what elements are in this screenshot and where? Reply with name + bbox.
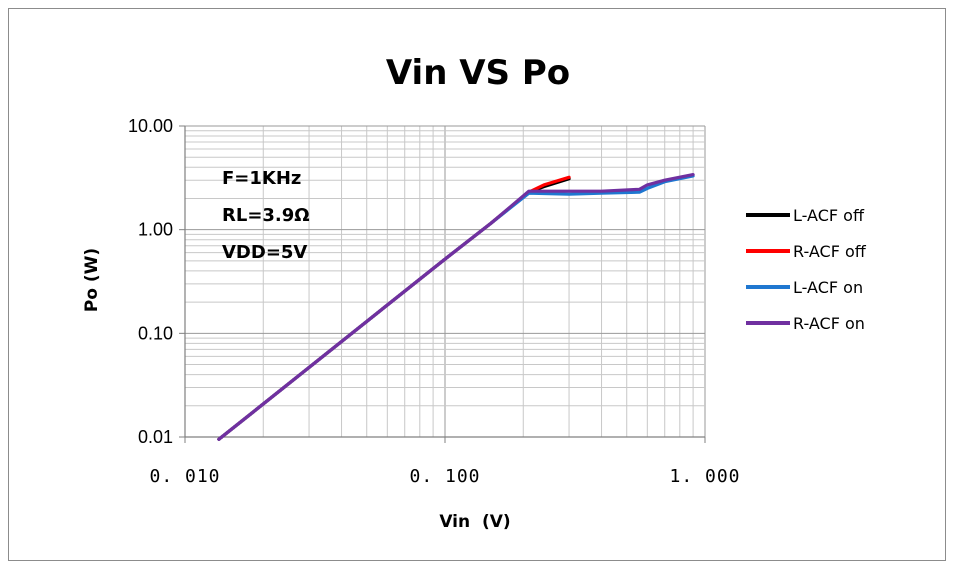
x-tick-label: 0. 100 [409,466,480,487]
plot-grid [179,125,706,443]
y-tick-labels: 0.01 0.10 1.00 10.00 [128,116,173,447]
y-tick-label: 0.10 [138,323,173,343]
series-lines [217,173,695,441]
legend: L-ACF off R-ACF off L-ACF on R-ACF on [746,206,867,333]
x-tick-label: 0. 010 [149,466,220,487]
y-tick-label: 0.01 [138,427,173,447]
legend-label-4: R-ACF on [793,314,865,333]
annotation-1: F=1KHz [222,168,301,189]
x-tick-label: 1. 000 [669,466,740,487]
series-line-4 [217,173,695,441]
annotation-3: VDD=5V [222,242,307,263]
legend-label-3: L-ACF on [793,278,863,297]
x-tick-labels: 0. 010 0. 100 1. 000 [149,466,740,487]
chart-title: Vin VS Po [386,53,570,93]
y-tick-label: 1.00 [138,220,173,240]
y-axis-label: Po (W) [82,248,102,312]
annotation-2: RL=3.9Ω [222,205,310,226]
x-axis-label: Vin (V) [439,512,510,532]
legend-label-1: L-ACF off [793,206,865,225]
condition-annotations: F=1KHz RL=3.9Ω VDD=5V [222,168,310,263]
legend-label-2: R-ACF off [793,242,867,261]
y-tick-label: 10.00 [128,116,173,136]
chart-frame [8,8,946,561]
